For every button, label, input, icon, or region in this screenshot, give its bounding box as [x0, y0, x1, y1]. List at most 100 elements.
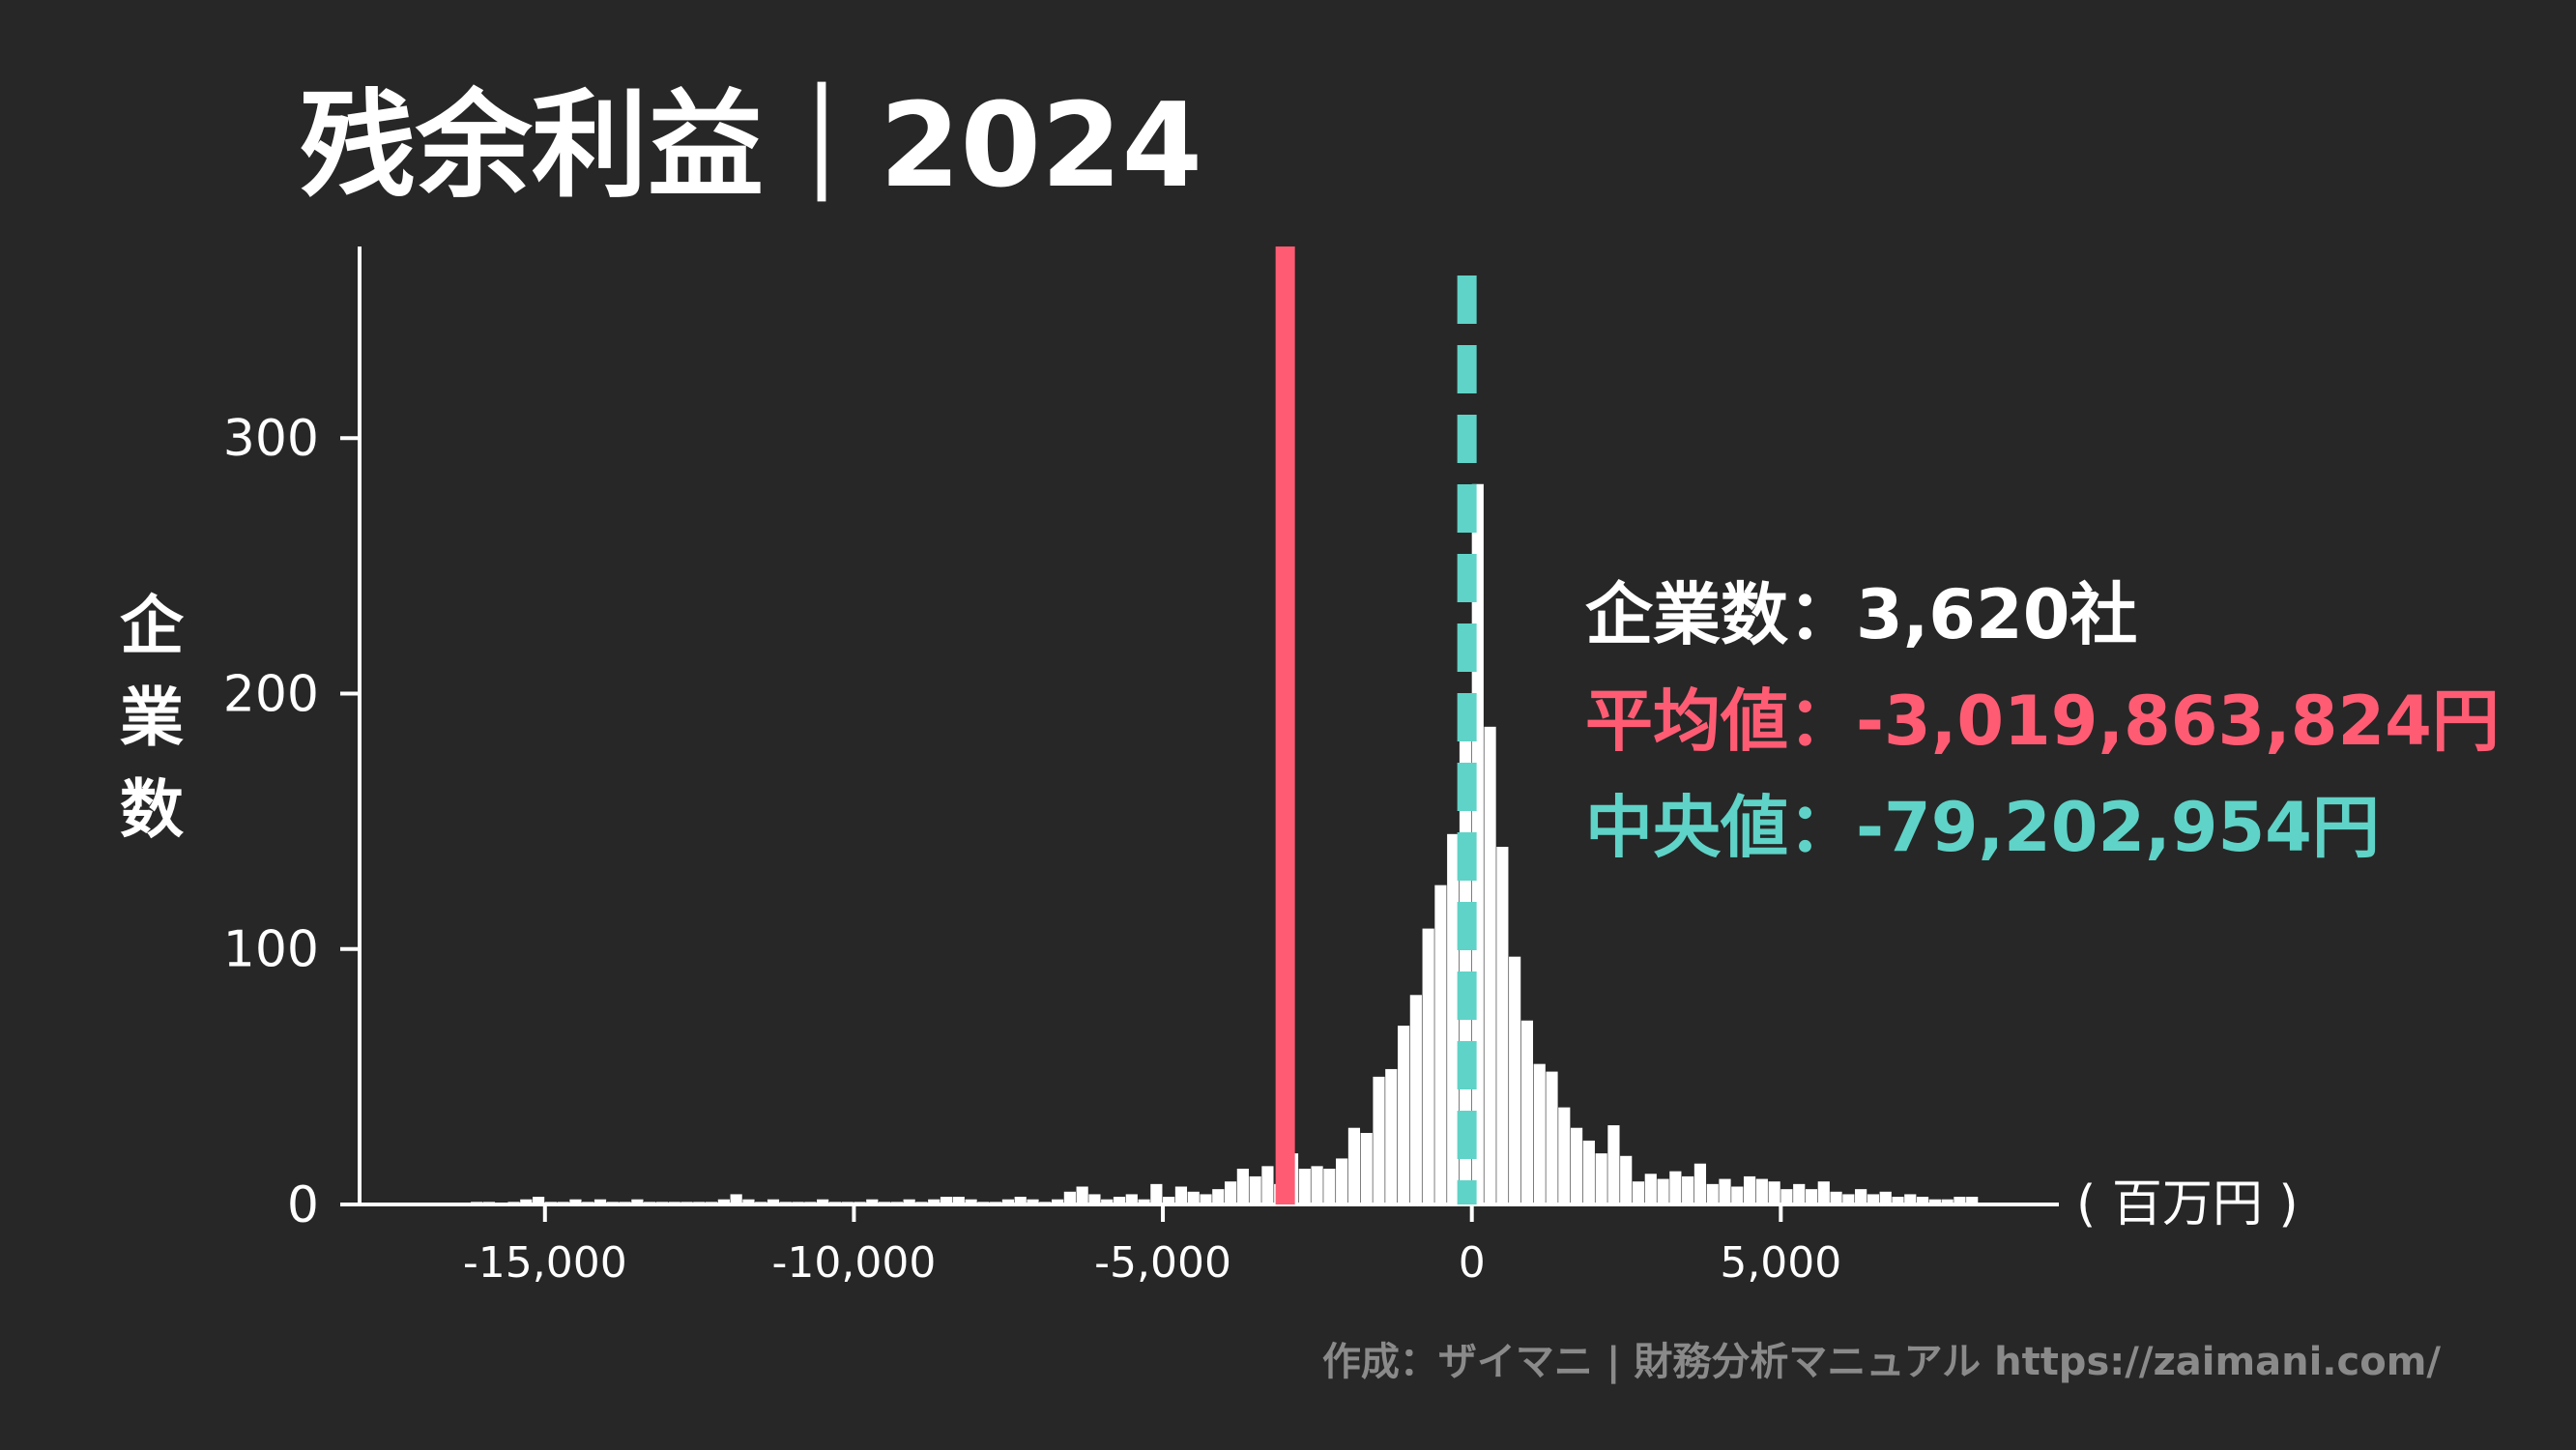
- x-ticks: -15,000 -10,000 -5,000 0 5,000: [463, 1204, 1841, 1288]
- histogram-bar: [593, 1199, 607, 1204]
- histogram-bar: [1409, 995, 1422, 1204]
- histogram-bar: [1644, 1174, 1657, 1204]
- histogram-bar: [1682, 1175, 1694, 1204]
- histogram-bar: [940, 1197, 953, 1204]
- histogram-bar: [1323, 1169, 1336, 1204]
- histogram-bar: [1966, 1197, 1979, 1204]
- x-tick-label: -15,000: [463, 1238, 627, 1288]
- chart-title: 残余利益｜2024: [300, 79, 1202, 214]
- histogram-bar: [1311, 1166, 1323, 1204]
- y-tick-label: 200: [223, 665, 319, 723]
- histogram-bar: [1570, 1127, 1583, 1204]
- histogram-bar: [1582, 1140, 1595, 1204]
- histogram-bar: [1076, 1186, 1088, 1204]
- histogram-bar: [1805, 1189, 1818, 1204]
- histogram-bar: [1051, 1199, 1064, 1204]
- histogram-bar: [1101, 1199, 1114, 1204]
- histogram-bar: [1693, 1163, 1707, 1204]
- histogram-bar: [1892, 1197, 1904, 1204]
- y-tick-label: 300: [223, 410, 319, 468]
- y-axis-label-char-3: 数: [120, 772, 184, 847]
- histogram-bar: [1422, 928, 1434, 1204]
- company-count-label: 企業数：3,620社: [1585, 575, 2137, 654]
- histogram-bar: [1904, 1194, 1917, 1204]
- histogram-bar: [1954, 1197, 1966, 1204]
- histogram-bar: [1224, 1181, 1237, 1204]
- histogram-bar: [1174, 1186, 1188, 1204]
- x-axis-unit-label: ( 百万円 ): [2076, 1175, 2299, 1233]
- histogram-bar: [1731, 1186, 1744, 1204]
- histogram-bar: [1001, 1199, 1015, 1204]
- histogram-bar: [1719, 1178, 1731, 1204]
- histogram-bar: [903, 1199, 915, 1204]
- histogram-bar: [1706, 1183, 1719, 1204]
- median-value-label: 中央値：-79,202,954円: [1585, 788, 2380, 867]
- histogram-bar: [1916, 1197, 1929, 1204]
- histogram-bar: [1336, 1158, 1348, 1204]
- histogram-bar: [1632, 1181, 1645, 1204]
- histogram-bar: [1558, 1107, 1571, 1204]
- histogram-bar: [1163, 1197, 1175, 1204]
- histogram-bar: [1014, 1197, 1027, 1204]
- histogram-bar: [1657, 1178, 1669, 1204]
- histogram-bar: [1360, 1133, 1373, 1204]
- histogram-bar: [1669, 1171, 1682, 1204]
- x-tick-label: -5,000: [1094, 1238, 1231, 1288]
- histogram-bar: [1842, 1194, 1855, 1204]
- histogram-bar: [965, 1199, 977, 1204]
- histogram-bar: [1261, 1166, 1274, 1204]
- histogram-bar: [1546, 1071, 1558, 1204]
- histogram-bar: [1520, 1020, 1534, 1204]
- histogram-bar: [952, 1197, 965, 1204]
- histogram-bar: [767, 1199, 780, 1204]
- histogram-bar: [1793, 1183, 1806, 1204]
- histogram-bar: [1533, 1063, 1546, 1204]
- histogram-bar: [1928, 1199, 1941, 1204]
- histogram-bar: [1373, 1076, 1385, 1204]
- histogram-bar: [1755, 1178, 1768, 1204]
- histogram-bar: [1879, 1191, 1892, 1204]
- histogram-bar: [569, 1199, 582, 1204]
- histogram-bar: [1768, 1181, 1780, 1204]
- histogram-bar: [742, 1199, 755, 1204]
- histogram-bar: [1298, 1169, 1311, 1204]
- histogram-bar: [520, 1199, 533, 1204]
- histogram-bar: [1236, 1169, 1249, 1204]
- histogram-bar: [1347, 1127, 1361, 1204]
- histogram-bar: [730, 1194, 742, 1204]
- histogram-bar: [1385, 1068, 1398, 1204]
- histogram-bar: [1027, 1199, 1039, 1204]
- x-tick-label: 5,000: [1720, 1238, 1841, 1288]
- histogram-bar: [1595, 1153, 1607, 1204]
- histogram-bar: [1496, 847, 1509, 1204]
- histogram-bar: [1941, 1199, 1954, 1204]
- histogram-bar: [717, 1199, 730, 1204]
- histogram-bar: [1867, 1194, 1880, 1204]
- histogram-bar: [1509, 956, 1521, 1204]
- histogram-bar: [1743, 1175, 1756, 1204]
- histogram-bar: [1063, 1191, 1076, 1204]
- y-axis-label-char-1: 企: [120, 589, 185, 663]
- y-tick-label: 100: [223, 921, 319, 979]
- histogram-bar: [1113, 1197, 1126, 1204]
- histogram-bar: [1620, 1155, 1633, 1204]
- histogram-bar: [1780, 1189, 1793, 1204]
- histogram-bar: [1200, 1194, 1212, 1204]
- x-tick-label: -10,000: [771, 1238, 936, 1288]
- histogram-bar: [1447, 833, 1460, 1204]
- histogram-bar: [1397, 1026, 1410, 1204]
- histogram-bar: [1249, 1175, 1261, 1204]
- mean-value-label: 平均値：-3,019,863,824円: [1585, 682, 2500, 761]
- credit-text: 作成：ザイマニ | 財務分析マニュアル https://zaimani.com/: [1322, 1340, 2441, 1385]
- histogram-bar: [1212, 1189, 1225, 1204]
- histogram-bar: [631, 1199, 644, 1204]
- histogram-bar: [1607, 1125, 1620, 1204]
- histogram-bar: [1088, 1194, 1101, 1204]
- histogram-bar: [1187, 1191, 1200, 1204]
- histogram-bar: [1484, 726, 1496, 1204]
- y-axis-label: 企 業 数: [120, 589, 185, 847]
- y-tick-label: 0: [287, 1176, 319, 1234]
- histogram-bar: [928, 1199, 941, 1204]
- histogram-bar: [817, 1199, 829, 1204]
